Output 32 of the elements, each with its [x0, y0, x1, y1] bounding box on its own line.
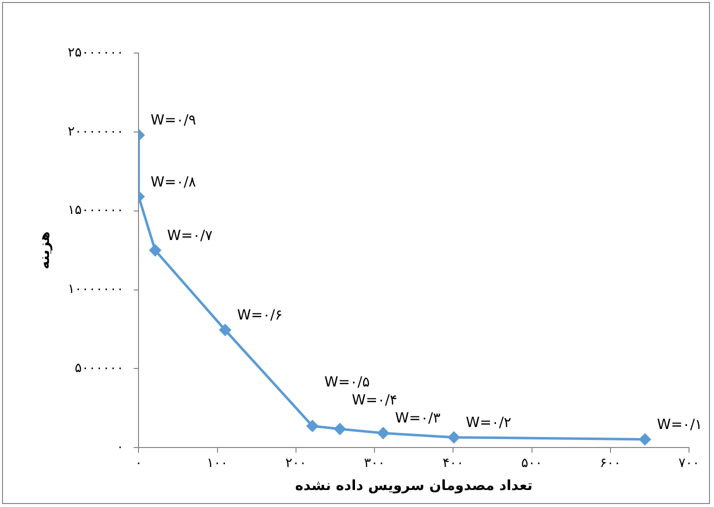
annotation: W=۰/۷ [167, 228, 213, 244]
point [149, 244, 161, 256]
x-tick-label: ۰ [135, 456, 142, 471]
y-tick-label: ۲۰۰۰۰۰۰۰ [68, 124, 124, 140]
x-tick-label: ۶۰۰ [600, 456, 621, 471]
y-tick-label: ۲۵۰۰۰۰۰۰ [68, 45, 124, 60]
y-tick-label: ۰ [116, 440, 124, 455]
point [448, 432, 460, 444]
annotation: W=۰/۴ [352, 392, 398, 409]
annotation: W=۰/۸ [150, 174, 196, 190]
x-tick-label: ۱۰۰ [206, 456, 228, 471]
point [306, 420, 318, 432]
x-tick-label: ۷۰۰ [678, 456, 700, 471]
y-tick-label: ۵۰۰۰۰۰۰ [74, 361, 124, 376]
y-tick-label: ۱۵۰۰۰۰۰۰ [68, 203, 124, 218]
y-tick-label: ۱۰۰۰۰۰۰۰ [68, 282, 124, 298]
x-tick-label: ۲۰۰ [285, 456, 306, 471]
point [639, 434, 651, 446]
x-axis-title: تعداد مصدومان سرویس داده نشده [295, 478, 533, 494]
x-tick-label: ۳۰۰ [364, 456, 385, 471]
annotation: W=۰/۹ [150, 112, 196, 129]
x-tick-label: ۵۰۰ [521, 456, 542, 471]
annotation: W=۰/۶ [237, 308, 282, 324]
x-tick-label: ۴۰۰ [442, 456, 464, 471]
point [377, 427, 389, 439]
y-axis-title: هزینه [37, 231, 54, 270]
point [219, 324, 231, 336]
annotation: W=۰/۵ [324, 374, 370, 391]
point [334, 423, 346, 435]
annotation: W=۰/۳ [395, 410, 441, 427]
annotation: W=۰/۲ [466, 414, 512, 431]
annotation: W=۰/۱ [656, 417, 702, 434]
